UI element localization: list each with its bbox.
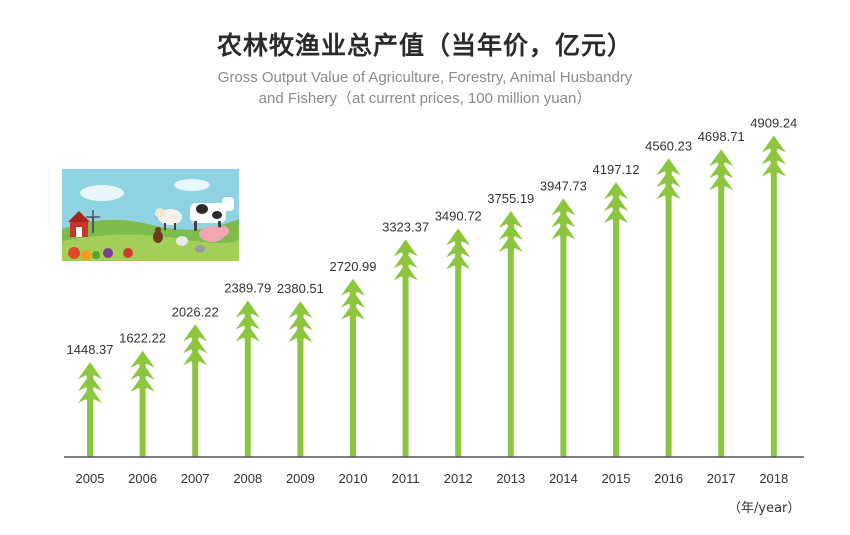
x-tick-label-2012: 2012	[444, 471, 473, 486]
value-label-2010: 2720.99	[330, 259, 377, 274]
value-label-2005: 1448.37	[67, 342, 114, 357]
bar-arrow-2009	[288, 301, 313, 457]
bar-arrow-2011	[393, 239, 418, 457]
bars-group	[78, 135, 786, 458]
x-axis-unit: （年/year）	[728, 501, 801, 516]
x-tick-label-2005: 2005	[76, 471, 105, 486]
chart-title: 农林牧渔业总产值（当年价，亿元）	[216, 31, 633, 60]
x-tick-label-2010: 2010	[339, 471, 368, 486]
x-tick-label-2007: 2007	[181, 471, 210, 486]
chart-subtitle: Gross Output Value of Agriculture, Fores…	[150, 67, 700, 109]
x-tick-label-2013: 2013	[496, 471, 525, 486]
bar-arrow-2016	[656, 158, 681, 457]
value-label-2016: 4560.23	[645, 138, 692, 153]
bar-arrow-2008	[235, 300, 260, 457]
value-label-2014: 3947.73	[540, 178, 587, 193]
subtitle-line-2: and Fishery（at current prices, 100 milli…	[258, 90, 592, 107]
bar-arrow-2006	[130, 350, 155, 457]
value-label-2013: 3755.19	[487, 191, 534, 206]
value-label-2007: 2026.22	[172, 304, 219, 319]
bar-arrow-2013	[498, 211, 523, 457]
bar-arrow-2012	[446, 228, 471, 457]
value-label-2015: 4197.12	[593, 162, 640, 177]
x-tick-label-2011: 2011	[392, 471, 420, 486]
bar-arrow-2018	[761, 135, 786, 458]
value-labels-group: 1448.37 1622.22 2026.22 2389.79 2380.51 2720.…	[67, 115, 798, 357]
bar-arrow-2010	[341, 278, 365, 457]
x-tick-labels-group: 2005 2006 2007 2008 2009 2010 2011 2012 2013 2014…	[76, 471, 789, 486]
value-label-2009: 2380.51	[277, 281, 324, 296]
value-label-2006: 1622.22	[119, 331, 166, 346]
x-tick-label-2014: 2014	[549, 471, 578, 486]
x-tick-label-2018: 2018	[759, 471, 788, 486]
x-tick-label-2008: 2008	[233, 471, 262, 486]
bar-arrow-2017	[709, 149, 734, 457]
x-tick-label-2009: 2009	[286, 471, 315, 486]
bar-arrow-2007	[183, 324, 208, 457]
subtitle-line-1: Gross Output Value of Agriculture, Fores…	[217, 69, 633, 86]
farm-illustration	[62, 169, 239, 261]
value-label-2018: 4909.24	[750, 115, 797, 130]
value-label-2012: 3490.72	[435, 208, 482, 223]
x-tick-label-2016: 2016	[654, 471, 683, 486]
bar-arrow-2015	[604, 182, 628, 458]
bar-arrow-2005	[78, 362, 102, 457]
x-tick-label-2015: 2015	[602, 471, 631, 486]
x-tick-label-2006: 2006	[128, 471, 157, 486]
value-label-2017: 4698.71	[698, 129, 745, 144]
value-label-2008: 2389.79	[224, 280, 271, 295]
bar-arrow-2014	[551, 198, 576, 457]
value-label-2011: 3323.37	[382, 219, 429, 234]
x-tick-label-2017: 2017	[707, 471, 736, 486]
